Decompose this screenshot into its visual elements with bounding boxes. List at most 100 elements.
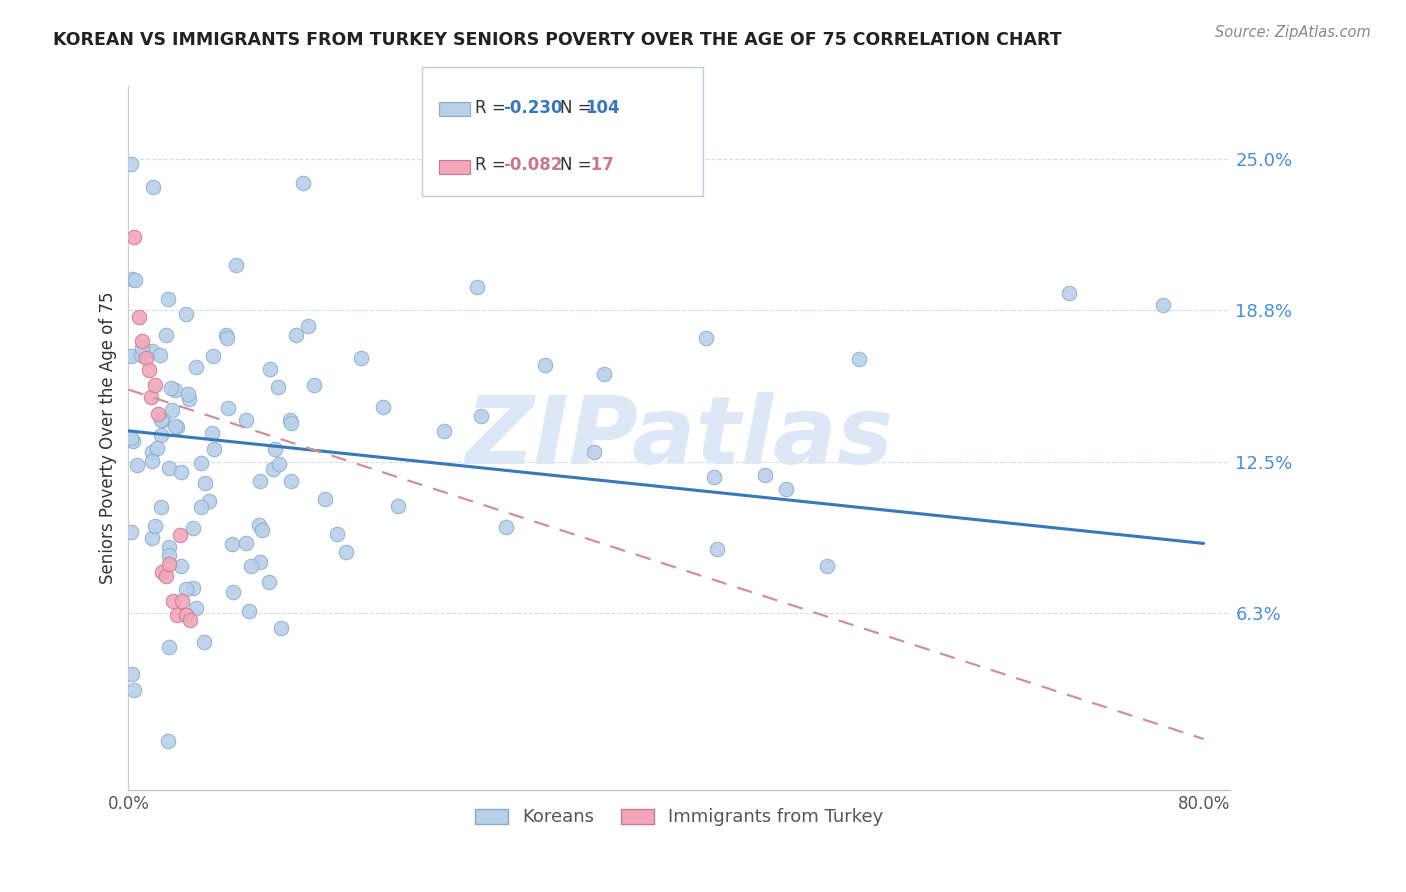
Point <box>239 558 262 573</box>
Point <box>350 351 373 365</box>
Point <box>221 537 243 551</box>
Point <box>247 517 270 532</box>
Point <box>141 453 163 467</box>
Point <box>533 358 555 372</box>
Point <box>122 434 145 448</box>
Text: 104: 104 <box>585 99 620 117</box>
Point <box>695 331 717 345</box>
Point <box>120 349 142 363</box>
Point <box>172 593 194 607</box>
Y-axis label: Seniors Poverty Over the Age of 75: Seniors Poverty Over the Age of 75 <box>100 292 117 584</box>
Point <box>302 378 325 392</box>
Point <box>221 585 243 599</box>
Point <box>141 531 163 545</box>
Point <box>238 604 260 618</box>
Point <box>582 445 605 459</box>
Point <box>181 521 204 535</box>
Text: Source: ZipAtlas.com: Source: ZipAtlas.com <box>1215 25 1371 40</box>
Point <box>1152 298 1174 312</box>
Point <box>143 518 166 533</box>
Point <box>201 426 224 441</box>
Point <box>280 475 302 489</box>
Point <box>149 348 172 362</box>
Point <box>157 540 180 554</box>
Point <box>326 527 349 541</box>
Point <box>433 424 456 438</box>
Point <box>128 310 150 324</box>
Point <box>217 401 239 416</box>
Point <box>120 157 142 171</box>
Point <box>387 499 409 513</box>
Point <box>292 177 315 191</box>
Point <box>215 331 238 345</box>
Point <box>257 574 280 589</box>
Point <box>266 380 288 394</box>
Point <box>754 468 776 483</box>
Point <box>371 400 394 414</box>
Point <box>297 318 319 333</box>
Text: -0.082: -0.082 <box>503 156 562 174</box>
Point <box>235 536 257 550</box>
Text: N =: N = <box>560 99 596 117</box>
Point <box>184 600 207 615</box>
Point <box>703 470 725 484</box>
Point <box>131 334 153 348</box>
Point <box>184 360 207 375</box>
Point <box>259 361 281 376</box>
Point <box>235 412 257 426</box>
Point <box>470 409 492 424</box>
Legend: Koreans, Immigrants from Turkey: Koreans, Immigrants from Turkey <box>468 801 891 834</box>
Point <box>150 565 173 579</box>
Point <box>179 392 201 406</box>
Point <box>152 413 174 427</box>
Point <box>267 457 290 471</box>
Point <box>165 419 187 434</box>
Point <box>169 528 191 542</box>
Point <box>146 441 169 455</box>
Point <box>120 431 142 445</box>
Point <box>815 558 838 573</box>
Point <box>124 273 146 287</box>
Point <box>250 523 273 537</box>
Point <box>706 542 728 557</box>
Point <box>465 279 488 293</box>
Point <box>170 466 193 480</box>
Point <box>157 292 180 306</box>
Point <box>183 581 205 595</box>
Text: N =: N = <box>560 156 596 174</box>
Point <box>122 229 145 244</box>
Point <box>1057 285 1080 300</box>
Point <box>127 458 149 473</box>
Text: ZIPatlas: ZIPatlas <box>465 392 894 484</box>
Point <box>160 380 183 394</box>
Point <box>135 351 157 365</box>
Point <box>249 556 271 570</box>
Point <box>162 402 184 417</box>
Point <box>155 569 177 583</box>
Text: 17: 17 <box>585 156 614 174</box>
Point <box>121 667 143 681</box>
Point <box>190 456 212 470</box>
Point <box>593 367 616 381</box>
Point <box>176 582 198 597</box>
Point <box>162 593 184 607</box>
Point <box>157 548 180 562</box>
Point <box>278 412 301 426</box>
Point <box>157 558 180 572</box>
Point <box>314 491 336 506</box>
Point <box>775 482 797 496</box>
Point <box>335 545 357 559</box>
Point <box>146 407 169 421</box>
Point <box>138 363 160 377</box>
Text: -0.230: -0.230 <box>503 99 562 117</box>
Point <box>150 413 173 427</box>
Point <box>848 352 870 367</box>
Point <box>280 416 302 430</box>
Point <box>131 349 153 363</box>
Point <box>263 442 285 457</box>
Point <box>225 258 247 272</box>
Point <box>170 559 193 574</box>
Point <box>166 420 188 434</box>
Point <box>120 524 142 539</box>
Point <box>141 445 163 459</box>
